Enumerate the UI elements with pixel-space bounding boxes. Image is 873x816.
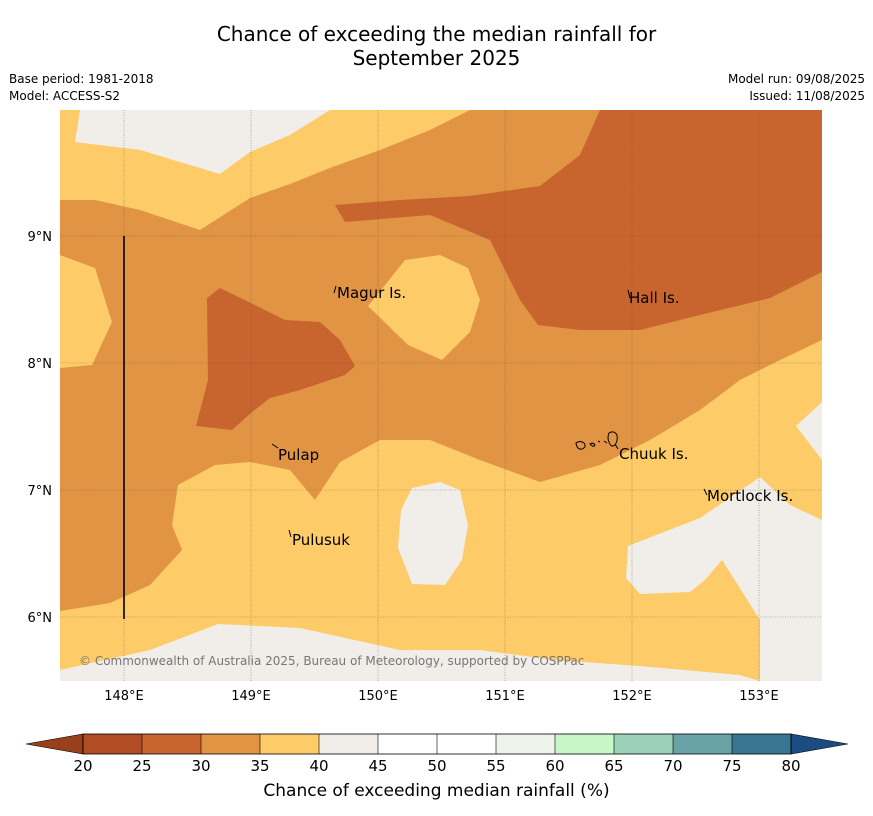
- gridlines: [60, 110, 822, 681]
- lat-tick-7n: 7°N: [28, 484, 53, 499]
- title-line-2: September 2025: [352, 46, 521, 70]
- colorbar: 20 25 30 35 40 45 50 55 60 65 70 75 80: [25, 733, 849, 775]
- colorbar-swatch: [614, 734, 673, 754]
- colorbar-tick-label: 30: [191, 757, 210, 775]
- colorbar-tick-label: 50: [427, 757, 446, 775]
- place-hall: Hall Is.: [629, 289, 680, 307]
- chart-title: Chance of exceeding the median rainfall …: [0, 22, 873, 70]
- colorbar-tick-label: 40: [309, 757, 328, 775]
- band-40-45-east: [796, 402, 822, 460]
- place-chuuk: Chuuk Is.: [619, 445, 688, 463]
- model-run: Model run: 09/08/2025: [727, 72, 865, 86]
- meta-right: Model run: 09/08/2025 Issued: 11/08/2025: [728, 71, 865, 105]
- colorbar-tick-label: 65: [604, 757, 623, 775]
- place-pulusuk: Pulusuk: [292, 531, 350, 549]
- colorbar-swatch: [201, 734, 260, 754]
- band-25-30-northeast: [335, 110, 822, 330]
- island-shapes: [271, 285, 708, 538]
- band-40-45-south: [60, 624, 760, 681]
- band-25-30-west: [196, 288, 355, 430]
- colorbar-swatch: [437, 734, 496, 754]
- colorbar-tick-label: 35: [250, 757, 269, 775]
- map-area: Magur Is. Hall Is. Pulap Chuuk Is. Mortl…: [60, 110, 822, 681]
- copyright-notice: © Commonwealth of Australia 2025, Bureau…: [79, 654, 584, 668]
- colorbar-tick-label: 25: [132, 757, 151, 775]
- place-magur: Magur Is.: [337, 284, 406, 302]
- colorbar-swatch: [260, 734, 319, 754]
- lon-tick-150: 150°E: [358, 689, 398, 704]
- lat-tick-8n: 8°N: [28, 357, 53, 372]
- colorbar-tick-label: 20: [73, 757, 92, 775]
- band-40-45-southeast: [626, 477, 822, 681]
- colorbar-label: Chance of exceeding median rainfall (%): [263, 781, 610, 801]
- colorbar-swatch: [378, 734, 437, 754]
- lon-tick-149: 149°E: [231, 689, 271, 704]
- colorbar-tick-label: 45: [368, 757, 387, 775]
- model-name: Model: ACCESS-S2: [9, 89, 121, 103]
- lat-tick-6n: 6°N: [28, 611, 53, 626]
- colorbar-tick-label: 75: [722, 757, 741, 775]
- lon-tick-151: 151°E: [485, 689, 525, 704]
- lat-tick-9n: 9°N: [28, 230, 53, 245]
- place-pulap: Pulap: [278, 446, 319, 464]
- colorbar-swatch: [496, 734, 555, 754]
- colorbar-tick-label: 60: [545, 757, 564, 775]
- colorbar-tick-label: 70: [663, 757, 682, 775]
- band-40-45-center: [398, 482, 468, 585]
- lon-tick-148: 148°E: [104, 689, 144, 704]
- colorbar-swatch: [142, 734, 201, 754]
- colorbar-swatch: [673, 734, 732, 754]
- base-period: Base period: 1981-2018: [9, 72, 154, 86]
- meta-left: Base period: 1981-2018 Model: ACCESS-S2: [9, 71, 154, 105]
- colorbar-tick-label: 55: [486, 757, 505, 775]
- band-40-45-north: [75, 110, 330, 174]
- colorbar-tick-label: 80: [781, 757, 800, 775]
- colorbar-over-arrow: [790, 733, 849, 755]
- colorbar-swatch: [732, 734, 791, 754]
- colorbar-swatch: [83, 734, 142, 754]
- lon-tick-152: 152°E: [612, 689, 652, 704]
- title-line-1: Chance of exceeding the median rainfall …: [216, 22, 657, 46]
- issued-date: Issued: 11/08/2025: [749, 89, 865, 103]
- colorbar-swatch: [319, 734, 378, 754]
- lon-tick-153: 153°E: [739, 689, 779, 704]
- place-mortlock: Mortlock Is.: [707, 487, 793, 505]
- band-35-40-island: [368, 255, 480, 360]
- colorbar-swatch: [555, 734, 614, 754]
- colorbar-under-arrow: [25, 733, 84, 755]
